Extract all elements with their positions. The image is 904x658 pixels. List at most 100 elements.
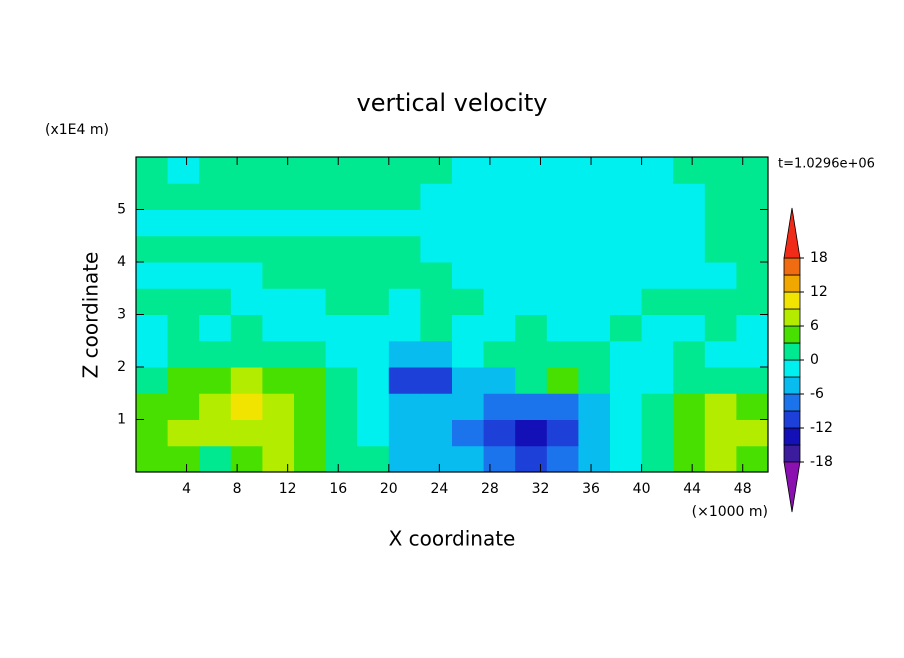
contour-cell xyxy=(673,235,706,263)
contour-cell xyxy=(262,262,295,289)
contour-cell xyxy=(262,157,295,184)
contour-cell xyxy=(199,419,232,447)
contour-cell xyxy=(736,288,769,315)
contour-cell xyxy=(294,445,327,473)
x-tick-label: 12 xyxy=(279,481,297,497)
contour-cell xyxy=(420,235,453,263)
x-tick-label: 16 xyxy=(329,481,347,497)
contour-cell xyxy=(199,340,232,368)
contour-cell xyxy=(515,262,548,289)
contour-cell xyxy=(673,314,706,342)
contour-cell xyxy=(420,419,453,447)
contour-cell xyxy=(641,288,674,315)
colorbar-box xyxy=(783,376,801,395)
contour-cell xyxy=(546,340,579,368)
contour-cell xyxy=(515,340,548,368)
contour-cell xyxy=(167,314,200,342)
y-tick-label: 3 xyxy=(117,307,126,323)
contour-cell xyxy=(578,157,611,184)
contour-cell xyxy=(704,262,737,289)
contour-cell xyxy=(704,419,737,447)
contour-cell xyxy=(262,445,295,473)
contour-cell xyxy=(136,183,169,210)
contour-cell xyxy=(167,393,200,420)
colorbar-label: -18 xyxy=(810,454,833,470)
contour-cell xyxy=(578,367,611,394)
contour-cell xyxy=(704,340,737,368)
contour-cell xyxy=(704,183,737,210)
contour-cell xyxy=(325,262,358,289)
contour-cell xyxy=(610,445,643,473)
contour-cell xyxy=(230,314,263,342)
contour-cell xyxy=(704,209,737,237)
contour-cell xyxy=(357,393,390,420)
contour-cell xyxy=(357,340,390,368)
contour-cell xyxy=(610,235,643,263)
contour-cell xyxy=(262,393,295,420)
contour-cell xyxy=(546,209,579,237)
x-tick-label: 8 xyxy=(233,481,242,497)
contour-cell xyxy=(610,393,643,420)
contour-cell xyxy=(325,445,358,473)
contour-cell xyxy=(546,288,579,315)
contour-cell xyxy=(420,262,453,289)
contour-cell xyxy=(420,445,453,473)
contour-cell xyxy=(546,157,579,184)
contour-cell xyxy=(736,209,769,237)
contour-cell xyxy=(388,209,421,237)
contour-cell xyxy=(420,288,453,315)
contour-cell xyxy=(704,314,737,342)
contour-cell xyxy=(578,262,611,289)
contour-cell xyxy=(167,262,200,289)
contour-cell xyxy=(199,445,232,473)
contour-cell xyxy=(167,288,200,315)
contour-cell xyxy=(641,445,674,473)
contour-cell xyxy=(641,393,674,420)
contour-cell xyxy=(641,157,674,184)
contour-cell xyxy=(483,340,516,368)
contour-cell xyxy=(578,340,611,368)
contour-cell xyxy=(167,367,200,394)
colorbar-box xyxy=(783,257,801,276)
contour-cell xyxy=(199,183,232,210)
contour-cell xyxy=(325,340,358,368)
colorbar-label: -12 xyxy=(810,420,833,436)
y-axis-label: Z coordinate xyxy=(79,252,103,379)
x-tick-label: 44 xyxy=(683,481,701,497)
contour-cell xyxy=(546,183,579,210)
contour-cell xyxy=(610,209,643,237)
contour-cell xyxy=(136,393,169,420)
contour-cell xyxy=(357,367,390,394)
contour-cell xyxy=(136,314,169,342)
contour-cell xyxy=(610,340,643,368)
contour-cell xyxy=(357,183,390,210)
colorbar-box xyxy=(783,427,801,446)
colorbar-box xyxy=(783,291,801,310)
contour-cell xyxy=(136,262,169,289)
colorbar-label: -6 xyxy=(810,386,824,402)
contour-cell xyxy=(578,393,611,420)
contour-cell xyxy=(546,419,579,447)
contour-cell xyxy=(578,183,611,210)
y-tick-label: 5 xyxy=(117,202,126,218)
contour-cell xyxy=(452,288,485,315)
colorbar-label: 6 xyxy=(810,318,819,334)
contour-cell xyxy=(546,235,579,263)
contour-cell xyxy=(483,288,516,315)
contour-cell xyxy=(420,209,453,237)
contour-cell xyxy=(325,209,358,237)
contour-cell xyxy=(357,262,390,289)
contour-cell xyxy=(262,367,295,394)
contour-cell xyxy=(136,445,169,473)
contour-cell xyxy=(325,314,358,342)
contour-cell xyxy=(262,183,295,210)
contour-cell xyxy=(388,419,421,447)
contour-cell xyxy=(294,340,327,368)
contour-cell xyxy=(452,419,485,447)
colorbar-box xyxy=(783,274,801,293)
contour-cell xyxy=(230,235,263,263)
contour-cell xyxy=(262,235,295,263)
contour-cell xyxy=(610,367,643,394)
contour-cell xyxy=(483,445,516,473)
contour-cell xyxy=(420,183,453,210)
